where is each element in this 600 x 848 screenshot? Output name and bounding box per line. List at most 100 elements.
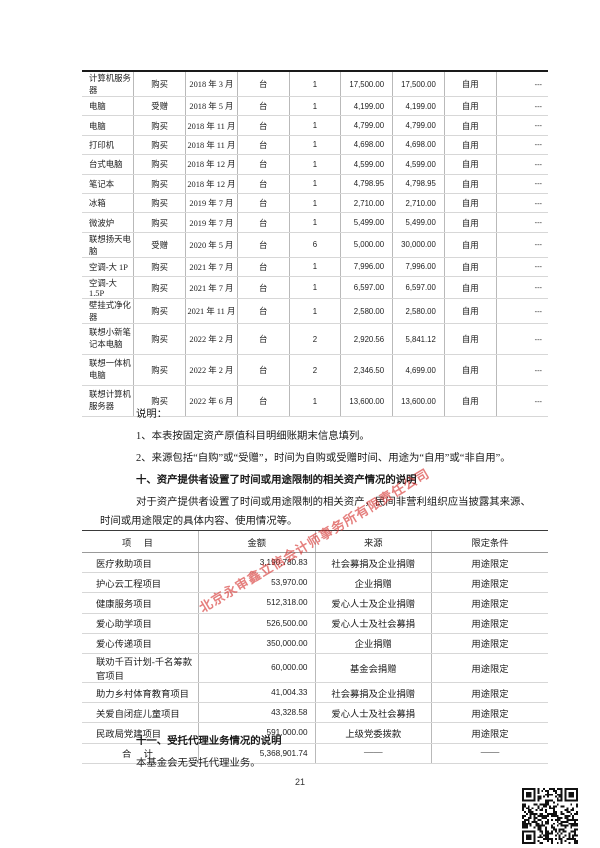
restricted-amount: 53,970.00 xyxy=(198,572,316,594)
asset-note: --- xyxy=(495,257,548,278)
table-row: 护心云工程项目 53,970.00 企业捐赠 用途限定 xyxy=(82,572,548,594)
restricted-source: 社会募捐及企业捐赠 xyxy=(314,552,432,574)
table-total-row: 合 计 5,368,901.74 —— —— xyxy=(82,742,548,764)
asset-source: 购买 xyxy=(133,354,187,387)
asset-name: 联想小新笔记本电脑 xyxy=(82,323,135,356)
asset-unit: 台 xyxy=(236,276,290,300)
asset-unit-price: 4,199.00 xyxy=(340,96,394,117)
restricted-source: 上级党委拨款 xyxy=(314,722,432,744)
restricted-condition: 用途限定 xyxy=(431,633,548,654)
restricted-amount: 41,004.33 xyxy=(198,682,316,704)
asset-name: 冰箱 xyxy=(82,193,135,214)
asset-note: --- xyxy=(495,193,548,214)
asset-amount: 4,698.00 xyxy=(392,135,445,156)
asset-note: --- xyxy=(495,96,548,117)
header-source: 来源 xyxy=(314,531,432,553)
table-row: 计算机服务器 购买 2018 年 3 月台 1 17,500.00 17,500.00 自用… xyxy=(82,72,548,97)
restricted-item: 助力乡村体育教育项目 xyxy=(82,682,199,704)
table-row: 打印机 购买 2018 年 11 月台 1 4,698.00 4,698.00 自用 --- xyxy=(82,135,548,156)
asset-note: --- xyxy=(495,354,548,387)
asset-date: 2021 年 7 月 xyxy=(185,276,238,300)
asset-date: 2019 年 7 月 xyxy=(185,193,238,214)
table-row: 联劝千百计划-千名筹款官项目 60,000.00 基金会捐赠 用途限定 xyxy=(82,653,548,683)
restricted-condition: 用途限定 xyxy=(431,702,548,724)
asset-amount: 17,500.00 xyxy=(392,72,445,97)
note-item-1: 1、本表按固定资产原值科目明细账期末信息填列。 xyxy=(136,431,370,442)
restricted-amount: 350,000.00 xyxy=(198,633,316,654)
asset-unit: 台 xyxy=(236,385,290,418)
asset-date: 2018 年 5 月 xyxy=(185,96,238,117)
asset-source: 受赠 xyxy=(133,232,187,258)
table-row: 爱心传递项目 350,000.00 企业捐赠 用途限定 xyxy=(82,633,548,654)
restricted-source: 爱心人士及社会募捐 xyxy=(314,702,432,724)
restricted-amount: 43,328.58 xyxy=(198,702,316,724)
asset-note: --- xyxy=(495,232,548,258)
asset-use: 自用 xyxy=(443,257,497,278)
asset-unit: 台 xyxy=(236,115,290,136)
asset-amount: 4,599.00 xyxy=(392,154,445,175)
table-row: 民政局党建项目 591,000.00 上级党委拨款 用途限定 xyxy=(82,722,548,744)
table-row: 台式电脑 购买 2018 年 12 月台 1 4,599.00 4,599.00 自用 --- xyxy=(82,154,548,175)
asset-qty: 1 xyxy=(288,212,342,233)
asset-source: 购买 xyxy=(133,135,187,156)
asset-source: 购买 xyxy=(133,193,187,214)
asset-date: 2018 年 11 月 xyxy=(185,135,238,156)
total-condition: —— xyxy=(431,742,548,764)
asset-amount: 30,000.00 xyxy=(392,232,445,258)
restricted-assets-table: 项 目 金额 来源 限定条件 医疗救助项目 3,190,780.83 社会募捐及企业… xyxy=(82,530,548,764)
asset-unit-price: 4,799.00 xyxy=(340,115,394,136)
asset-qty: 6 xyxy=(288,232,342,258)
asset-name: 台式电脑 xyxy=(82,154,135,175)
asset-date: 2018 年 12 月 xyxy=(185,174,238,194)
asset-unit: 台 xyxy=(236,174,290,194)
asset-amount: 5,499.00 xyxy=(392,212,445,233)
restricted-condition: 用途限定 xyxy=(431,552,548,574)
qr-code-icon xyxy=(522,788,578,844)
table-row: 关爱自闭症儿童项目 43,328.58 爱心人士及社会募捐 用途限定 xyxy=(82,702,548,724)
asset-unit: 台 xyxy=(236,354,290,387)
asset-note: --- xyxy=(495,276,548,300)
asset-qty: 2 xyxy=(288,354,342,387)
table-row: 联想小新笔记本电脑 购买 2022 年 2 月台 2 2,920.56 5,841.12 自… xyxy=(82,323,548,356)
asset-source: 购买 xyxy=(133,174,187,194)
asset-date: 2022 年 2 月 xyxy=(185,354,238,387)
fixed-assets-table: 计算机服务器 购买 2018 年 3 月台 1 17,500.00 17,500.00 自用… xyxy=(82,70,548,418)
header-condition: 限定条件 xyxy=(431,531,548,553)
asset-use: 自用 xyxy=(443,135,497,156)
asset-date: 2021 年 11 月 xyxy=(185,298,238,325)
table-row: 医疗救助项目 3,190,780.83 社会募捐及企业捐赠 用途限定 xyxy=(82,552,548,574)
asset-qty: 1 xyxy=(288,154,342,175)
asset-amount: 5,841.12 xyxy=(392,323,445,356)
asset-unit-price: 2,580.00 xyxy=(340,298,394,325)
section-11-heading: 十一、受托代理业务情况的说明 xyxy=(136,736,282,747)
asset-name: 联想一体机电脑 xyxy=(82,354,135,387)
asset-qty: 1 xyxy=(288,115,342,136)
asset-unit: 台 xyxy=(236,298,290,325)
asset-unit-price: 2,710.00 xyxy=(340,193,394,214)
asset-note: --- xyxy=(495,174,548,194)
header-item: 项 目 xyxy=(82,531,199,553)
asset-amount: 13,600.00 xyxy=(392,385,445,418)
asset-name: 电脑 xyxy=(82,96,135,117)
asset-name: 电脑 xyxy=(82,115,135,136)
asset-use: 自用 xyxy=(443,232,497,258)
restricted-condition: 用途限定 xyxy=(431,572,548,594)
asset-use: 自用 xyxy=(443,96,497,117)
restricted-condition: 用途限定 xyxy=(431,613,548,634)
asset-amount: 7,996.00 xyxy=(392,257,445,278)
asset-name: 微波炉 xyxy=(82,212,135,233)
asset-use: 自用 xyxy=(443,115,497,136)
asset-source: 购买 xyxy=(133,115,187,136)
restricted-item: 关爱自闭症儿童项目 xyxy=(82,702,199,724)
notes-label: 说明： xyxy=(136,409,168,420)
asset-date: 2019 年 7 月 xyxy=(185,212,238,233)
asset-source: 购买 xyxy=(133,298,187,325)
asset-note: --- xyxy=(495,385,548,418)
restricted-source: 基金会捐赠 xyxy=(314,653,432,683)
table-bottom-border xyxy=(82,416,548,418)
asset-source: 购买 xyxy=(133,154,187,175)
asset-unit: 台 xyxy=(236,72,290,97)
asset-unit-price: 5,499.00 xyxy=(340,212,394,233)
asset-note: --- xyxy=(495,72,548,97)
